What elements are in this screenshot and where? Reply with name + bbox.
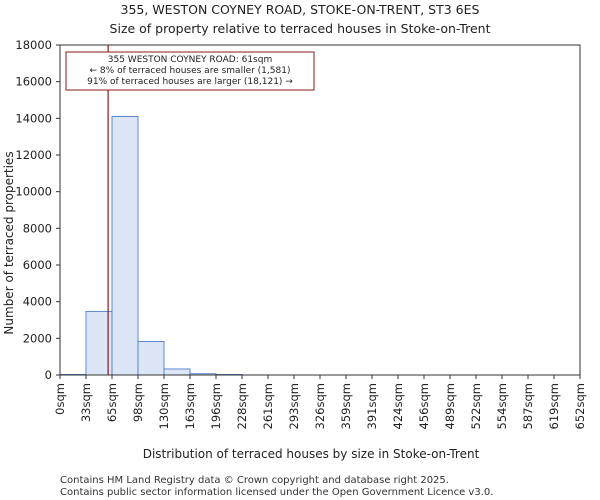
y-tick-label: 2000 [23, 331, 52, 345]
annotation-line-2: ← 8% of terraced houses are smaller (1,5… [90, 66, 291, 76]
x-tick-label: 0sqm [53, 383, 67, 415]
x-tick-label: 98sqm [131, 383, 145, 422]
x-tick-label: 326sqm [313, 383, 327, 429]
x-tick-label: 130sqm [157, 383, 171, 429]
x-tick-label: 391sqm [365, 383, 379, 429]
footer-line-2: Contains public sector information licen… [60, 487, 493, 498]
y-tick-label: 16000 [15, 75, 52, 89]
bar [111, 116, 139, 376]
x-tick-label: 522sqm [469, 383, 483, 429]
footer-line-1: Contains HM Land Registry data © Crown c… [60, 475, 449, 486]
bars [59, 116, 321, 376]
x-tick-label: 33sqm [79, 383, 93, 422]
x-tick-label: 293sqm [287, 383, 301, 429]
y-tick-label: 4000 [23, 295, 52, 309]
x-tick-label: 65sqm [105, 383, 119, 422]
y-tick-label: 12000 [15, 148, 52, 162]
plot-area [59, 44, 581, 376]
x-tick-label: 587sqm [521, 383, 535, 429]
x-tick-label: 359sqm [339, 383, 353, 429]
annotation-box [65, 51, 315, 91]
annotation-line-1: 355 WESTON COYNEY ROAD: 61sqm [108, 55, 272, 65]
x-tick-label: 261sqm [261, 383, 275, 429]
y-tick-label: 8000 [23, 221, 52, 235]
x-axis-label: Distribution of terraced houses by size … [143, 447, 480, 461]
x-tick-label: 489sqm [443, 383, 457, 429]
x-tick-label: 652sqm [573, 383, 587, 429]
bar [163, 368, 191, 376]
y-tick-label: 6000 [23, 258, 52, 272]
x-tick-label: 228sqm [235, 383, 249, 429]
x-tick-label: 554sqm [495, 383, 509, 429]
y-ticks: 0 2000 4000 6000 8000 10000 12000 14000 16000 180… [15, 38, 60, 382]
y-axis-label: Number of terraced properties [2, 151, 16, 334]
chart-title: 355, WESTON COYNEY ROAD, STOKE-ON-TRENT,… [121, 2, 480, 17]
y-tick-label: 14000 [15, 111, 52, 125]
y-tick-label: 10000 [15, 185, 52, 199]
x-ticks: 0sqm 33sqm 65sqm 98sqm 130sqm 163sqm 196sqm 228… [53, 375, 587, 429]
bar [137, 341, 165, 376]
x-tick-label: 424sqm [391, 383, 405, 429]
x-tick-label: 456sqm [417, 383, 431, 429]
x-tick-label: 163sqm [183, 383, 197, 429]
y-tick-label: 0 [45, 368, 52, 382]
chart-subtitle: Size of property relative to terraced ho… [110, 21, 491, 36]
annotation-line-3: 91% of terraced houses are larger (18,12… [87, 77, 293, 87]
x-tick-label: 619sqm [547, 383, 561, 429]
x-tick-label: 196sqm [209, 383, 223, 429]
y-tick-label: 18000 [15, 38, 52, 52]
